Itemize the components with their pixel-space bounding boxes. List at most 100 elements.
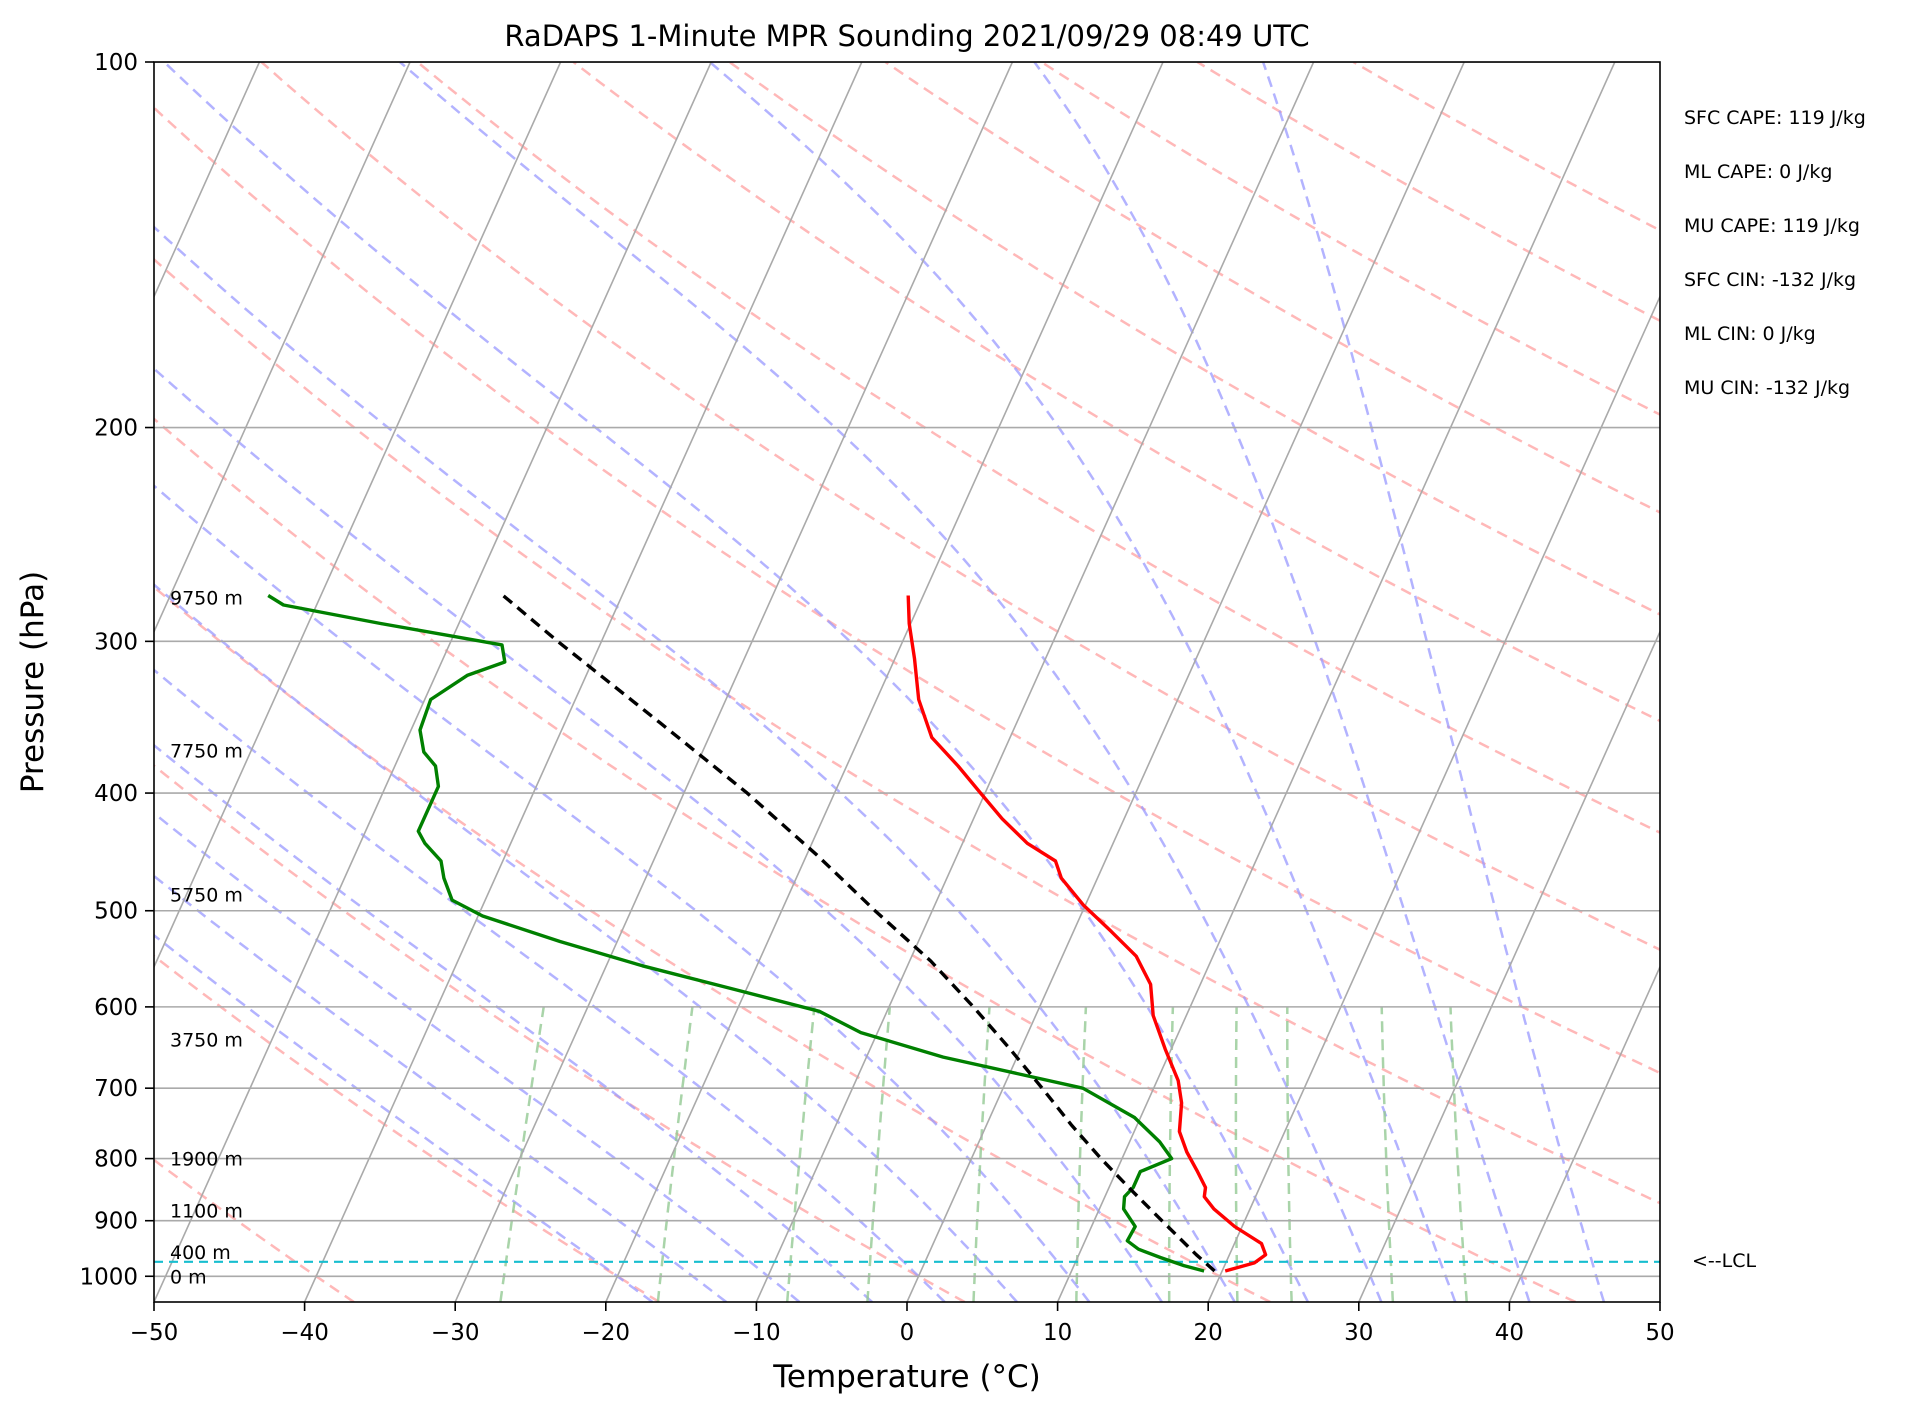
ml-cin-index: ML CIN: 0 J/kg [1684,323,1816,345]
y-tick-label: 600 [94,995,138,1021]
isotherm-line [906,62,1465,1302]
y-tick-label: 700 [94,1076,138,1102]
y-tick-label: 800 [94,1147,138,1173]
moist-adiabat [154,225,1236,1302]
x-tick-label: −10 [732,1320,781,1346]
mu-cape-index: MU CAPE: 119 J/kg [1684,215,1860,237]
isotherm-line [454,62,1014,1302]
isotherm-line [154,62,411,634]
height-label: 9750 m [170,587,243,609]
x-tick-label: 30 [1344,1320,1373,1346]
isotherms [154,62,1660,1302]
x-tick-label: −50 [130,1320,179,1346]
stability-indices: SFC CAPE: 119 J/kg ML CAPE: 0 J/kg MU CA… [1684,106,1866,430]
moist-adiabat [1261,62,1606,1302]
y-tick-label: 100 [94,50,138,76]
x-tick-label: −30 [431,1320,480,1346]
moist-adiabat [154,367,1163,1302]
mixing-ratio-line [1234,1006,1239,1302]
mixing-ratio-line [866,1006,892,1302]
isotherm-line [755,62,1315,1302]
isobar-gridlines [154,62,1660,1278]
y-axis-label: Pressure (hPa) [15,571,51,793]
y-tick-label: 900 [94,1209,138,1235]
height-label: 0 m [170,1266,207,1288]
dry-adiabat [154,417,1577,1302]
x-tick-label: 50 [1645,1320,1674,1346]
dry-adiabat [154,106,1660,1075]
height-label: 7750 m [170,741,243,763]
dry-adiabat [572,62,1660,723]
dry-adiabat [260,62,1660,952]
lcl-label: <--LCL [1692,1250,1757,1272]
dry-adiabat [728,62,1660,616]
height-label: 400 m [170,1242,231,1264]
isotherm-line [605,62,1164,1302]
chart-title: RaDAPS 1-Minute MPR Sounding 2021/09/29 … [504,19,1309,53]
dry-adiabat [154,1158,355,1302]
dry-adiabats [154,62,1660,1302]
y-tick-label: 500 [94,899,138,925]
moist-adiabat [1033,62,1531,1302]
y-tick-label: 200 [94,416,138,442]
isotherm-line [1508,964,1660,1302]
mixing-ratio-line [785,1006,816,1302]
temperature-trace [906,595,1268,1273]
moist-adiabat [154,668,946,1302]
parcel-trace [502,594,1216,1273]
moist-adiabat [154,583,1018,1302]
y-tick-label: 1000 [79,1264,138,1290]
y-tick-label: 400 [94,781,138,807]
x-tick-label: −20 [582,1320,631,1346]
x-tick-label: 10 [1043,1320,1072,1346]
sfc-cin-index: SFC CIN: -132 J/kg [1684,269,1857,291]
isotherm-line [154,62,712,1302]
isotherm-line [154,62,261,299]
height-label: 1900 m [170,1149,243,1171]
moist-adiabat [163,62,1310,1302]
dry-adiabat [154,585,1271,1302]
x-tick-label: −40 [280,1320,329,1346]
height-label: 1100 m [170,1201,243,1223]
moist-adiabats [154,62,1606,1302]
sounding-traces [267,594,1268,1273]
x-tick-label: 40 [1495,1320,1524,1346]
x-axis-label: Temperature (°C) [772,1359,1041,1395]
x-axis-ticks: −50 −40 −30 −20 −10 0 10 20 30 40 50 [130,1302,1675,1346]
dry-adiabat [1040,62,1660,417]
moist-adiabat [399,62,1383,1302]
height-label: 3750 m [170,1029,243,1051]
height-label: 5750 m [170,885,243,907]
sfc-cape-index: SFC CAPE: 119 J/kg [1684,107,1866,129]
moist-adiabat [154,484,1091,1302]
moist-adiabat [154,811,801,1302]
isotherm-line [1207,294,1660,1302]
isotherm-line [154,62,562,969]
moist-adiabat [708,62,1457,1302]
y-axis-ticks: 100 200 300 400 500 600 700 800 900 1000 [79,50,154,1290]
mixing-ratio-line [1380,1006,1395,1302]
moist-adiabat [154,933,654,1302]
isotherm-line [1056,62,1616,1302]
mixing-ratio-line [1167,1006,1175,1302]
y-tick-label: 300 [94,629,138,655]
dry-adiabat [1196,62,1660,323]
dry-adiabat [154,764,966,1302]
dry-adiabat [154,257,1660,1205]
plot-frame [153,61,1661,1303]
x-tick-label: 0 [900,1320,915,1346]
isotherm-line [303,62,863,1302]
x-tick-label: 20 [1194,1320,1223,1346]
isotherm-line [1358,629,1660,1302]
mixing-ratio-line [1449,1006,1468,1302]
mu-cin-index: MU CIN: -132 J/kg [1684,377,1851,399]
dewpoint-trace [267,594,1205,1273]
mixing-ratio-line [656,1006,694,1302]
mixing-ratio-line [1286,1006,1293,1302]
mixing-ratio-line [972,1006,991,1302]
dry-adiabat [154,954,660,1302]
moist-adiabat [154,743,874,1302]
ml-cape-index: ML CAPE: 0 J/kg [1684,161,1833,183]
